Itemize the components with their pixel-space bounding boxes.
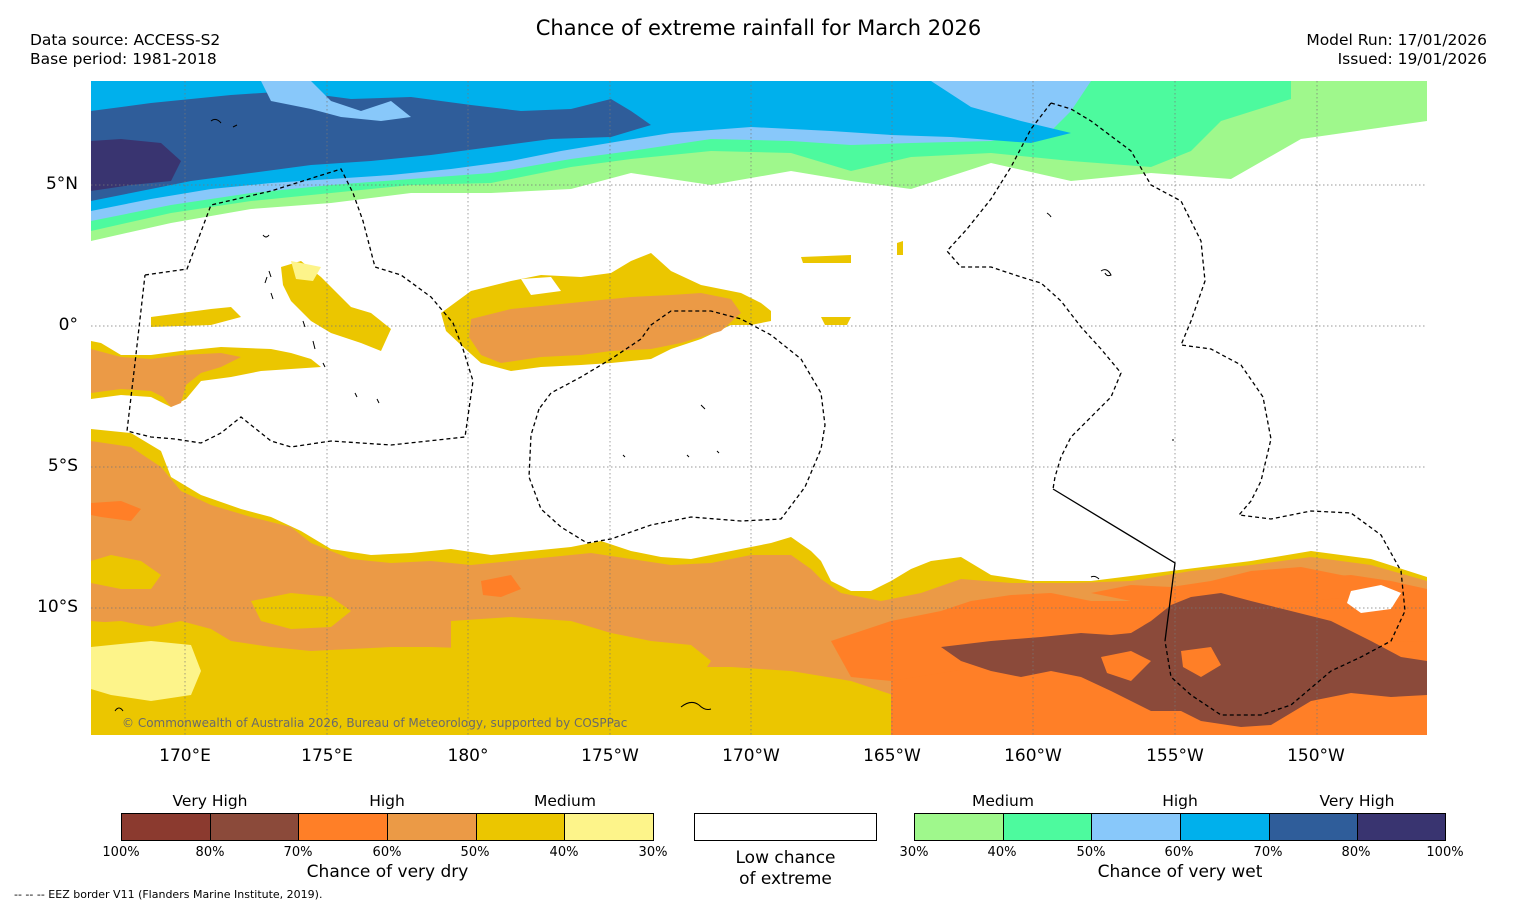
dry-swatch-70-60 [299, 814, 389, 840]
wet-tick-70: 70% [1253, 845, 1283, 860]
lon-label-175e: 175°E [301, 746, 353, 766]
issued-date: Issued: 19/01/2026 [1337, 50, 1487, 68]
dry-region-equator [441, 253, 771, 371]
dry-patches-small [151, 241, 903, 351]
wet-category-very-high: Very High [1319, 792, 1395, 810]
dry-region-west [91, 341, 321, 407]
run-info: Model Run: 17/01/2026 Issued: 19/01/2026 [1306, 31, 1487, 69]
lon-label-170e: 170°E [159, 746, 211, 766]
eez-solid-border [1052, 488, 1176, 642]
lon-label-175w: 175°W [581, 746, 639, 766]
model-run: Model Run: 17/01/2026 [1306, 31, 1487, 49]
graticule [91, 81, 1427, 735]
dry-tick-70: 70% [283, 845, 313, 860]
lat-label-0: 0° [58, 315, 78, 335]
wet-tick-100: 100% [1426, 845, 1464, 860]
eez-footnote: -- -- -- EEZ border V11 (Flanders Marine… [14, 888, 323, 901]
wet-category-medium: Medium [972, 792, 1034, 810]
wet-swatch-60-70 [1181, 814, 1270, 840]
lon-label-160w: 160°W [1004, 746, 1062, 766]
low-chance-label: Low chance of extreme [694, 848, 877, 890]
dry-colorbar [121, 813, 654, 841]
dry-swatch-40-30 [565, 814, 654, 840]
dry-category-medium: Medium [534, 792, 596, 810]
wet-tick-60: 60% [1164, 845, 1194, 860]
base-period: Base period: 1981-2018 [30, 50, 217, 68]
wet-category-high: High [1162, 792, 1198, 810]
wet-colorbar [914, 813, 1446, 841]
dry-tick-80: 80% [195, 845, 225, 860]
dry-tick-30: 30% [638, 845, 668, 860]
dry-swatch-100-80 [122, 814, 211, 840]
low-chance-line1: Low chance [735, 848, 836, 868]
wet-swatch-30-40 [915, 814, 1004, 840]
dry-swatch-80-70 [210, 814, 300, 840]
dry-swatch-60-50 [388, 814, 477, 840]
dry-tick-100: 100% [102, 845, 140, 860]
data-source: Data source: ACCESS-S2 [30, 31, 221, 49]
wet-tick-30: 30% [899, 845, 929, 860]
dry-legend-title: Chance of very dry [306, 862, 469, 882]
lon-label-150w: 150°W [1287, 746, 1345, 766]
wet-legend-title: Chance of very wet [1097, 862, 1263, 882]
lon-label-170w: 170°W [722, 746, 780, 766]
dry-category-high: High [369, 792, 405, 810]
dry-swatch-50-40 [476, 814, 566, 840]
lat-label-5s: 5°S [47, 456, 78, 476]
dry-region-south [91, 429, 1427, 735]
dry-category-very-high: Very High [172, 792, 248, 810]
islands [114, 118, 1174, 712]
lon-label-155w: 155°W [1146, 746, 1204, 766]
page-title: Chance of extreme rainfall for March 202… [535, 16, 982, 40]
dry-tick-50: 50% [460, 845, 490, 860]
data-info: Data source: ACCESS-S2 Base period: 1981… [30, 31, 220, 69]
wet-swatch-40-50 [1003, 814, 1093, 840]
eez-borders [126, 102, 1406, 716]
rainfall-map [91, 81, 1427, 735]
wet-swatch-50-60 [1092, 814, 1182, 840]
wet-swatch-80-100 [1358, 814, 1446, 840]
low-chance-swatch [694, 813, 877, 841]
lat-label-5n: 5°N [45, 174, 78, 194]
wet-region-north [91, 81, 1427, 241]
lon-label-180: 180° [447, 746, 489, 766]
copyright-note: © Commonwealth of Australia 2026, Bureau… [122, 716, 628, 730]
low-chance-box [695, 814, 876, 840]
lat-label-10s: 10°S [37, 597, 78, 617]
wet-tick-80: 80% [1341, 845, 1371, 860]
wet-swatch-70-80 [1269, 814, 1359, 840]
low-chance-line2: of extreme [739, 869, 832, 889]
wet-tick-50: 50% [1076, 845, 1106, 860]
dry-tick-40: 40% [549, 845, 579, 860]
wet-tick-40: 40% [987, 845, 1017, 860]
dry-tick-60: 60% [372, 845, 402, 860]
lon-label-165w: 165°W [863, 746, 921, 766]
